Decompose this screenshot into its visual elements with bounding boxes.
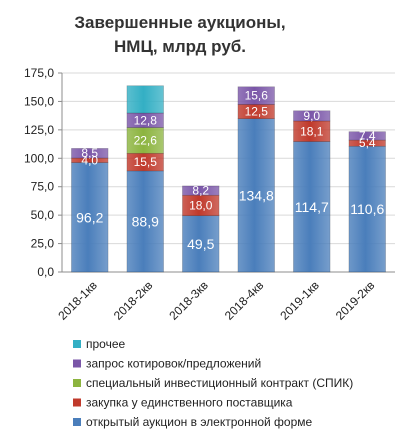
legend-swatch — [73, 340, 81, 348]
x-tick-label: 2019-2кв — [333, 278, 378, 323]
x-axis-labels: 2018-1кв 2018-2кв 2018-3кв 2018-4кв 2019-1кв… — [55, 278, 377, 323]
bars — [71, 85, 386, 273]
data-label: 18,1 — [300, 124, 324, 138]
data-label: 15,5 — [134, 155, 158, 169]
y-tick-label: 150,0 — [24, 94, 54, 108]
y-tick-label: 0,0 — [37, 265, 54, 279]
bar-segment — [126, 127, 164, 154]
data-label: 15,6 — [245, 89, 269, 103]
data-label: 96,2 — [76, 209, 103, 225]
bar-segment — [182, 185, 220, 196]
chart-title-line-1: Завершенные аукционы, — [74, 13, 285, 32]
bar-segment — [71, 162, 109, 273]
legend-swatch — [73, 398, 81, 407]
data-labels: 96,2 4,08,5 88,9 15,5 22,6 12,8 49,5 18,08,2 134… — [76, 89, 384, 252]
bar-segment — [348, 145, 386, 273]
data-label: 5,4 — [359, 136, 376, 150]
x-tick-label: 2018-4кв — [222, 278, 267, 323]
x-tick-label: 2018-1кв — [55, 278, 100, 323]
bar-segment — [237, 86, 275, 105]
legend: прочее запрос котировок/предложений специа… — [73, 337, 353, 429]
data-label: 88,9 — [132, 213, 159, 229]
data-label: 49,5 — [187, 236, 214, 252]
data-label: 8,5 — [81, 146, 98, 160]
y-tick-label: 100,0 — [24, 151, 54, 165]
x-tick-label: 2019-1кв — [277, 278, 322, 323]
legend-label: прочее — [86, 337, 126, 351]
legend-swatch — [73, 379, 81, 387]
data-label: 18,0 — [189, 198, 213, 212]
y-tick-label: 50,0 — [31, 208, 55, 222]
data-label: 9,0 — [303, 109, 320, 123]
data-label: 22,6 — [134, 133, 158, 147]
legend-swatch — [73, 359, 81, 368]
legend-label: специальный инвестиционный контракт (СПИ… — [86, 376, 353, 390]
data-label: 8,2 — [192, 184, 209, 198]
bar-segment — [293, 141, 331, 273]
bar-segment — [126, 85, 164, 114]
data-label: 7,4 — [359, 129, 376, 143]
legend-label: закупка у единственного поставщика — [86, 396, 293, 410]
bar-segment — [182, 215, 220, 273]
bar-segment — [348, 131, 386, 141]
data-label: 12,8 — [134, 113, 158, 127]
bar-segment — [126, 170, 164, 273]
data-label: 114,7 — [295, 199, 329, 215]
data-label: 134,8 — [239, 187, 274, 203]
y-tick-label: 175,0 — [24, 66, 54, 80]
data-label: 110,6 — [350, 201, 384, 217]
bar-segment — [237, 118, 275, 273]
y-tick-label: 75,0 — [31, 180, 55, 194]
gridlines — [62, 72, 395, 273]
bar-segment — [293, 110, 331, 122]
chart-title: Завершенные аукционы, НМЦ, млрд руб. — [74, 13, 285, 56]
x-tick-label: 2018-2кв — [111, 278, 156, 323]
y-tick-label: 25,0 — [31, 237, 55, 251]
legend-label: запрос котировок/предложений — [86, 357, 261, 371]
bar-segment — [71, 148, 109, 159]
chart-title-line-2: НМЦ, млрд руб. — [114, 37, 246, 56]
y-tick-label: 125,0 — [24, 123, 54, 137]
legend-swatch — [73, 418, 81, 426]
x-tick-label: 2018-3кв — [166, 278, 211, 323]
y-axis: 0,0 25,0 50,0 75,0 100,0 125,0 150,0 175,0 — [24, 66, 395, 279]
legend-label: открытый аукцион в электронной форме — [86, 415, 313, 429]
data-label: 4,0 — [81, 153, 98, 167]
data-label: 12,5 — [245, 105, 269, 119]
